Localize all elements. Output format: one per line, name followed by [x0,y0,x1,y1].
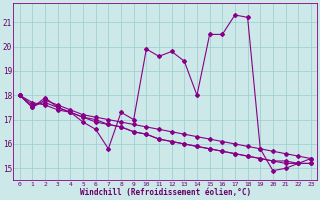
X-axis label: Windchill (Refroidissement éolien,°C): Windchill (Refroidissement éolien,°C) [80,188,251,197]
